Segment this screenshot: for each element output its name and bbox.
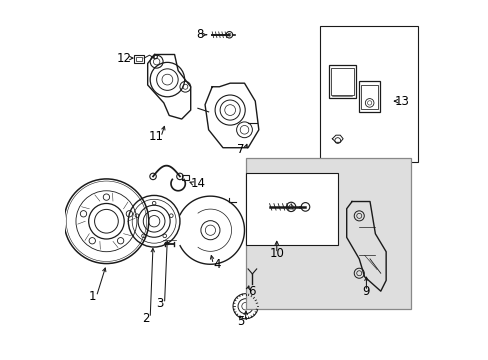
Text: 13: 13 [394,95,409,108]
Text: 4: 4 [213,258,221,271]
Bar [246,158,410,309]
Text: 3: 3 [156,297,163,310]
Bar [360,85,378,109]
Text: 14: 14 [190,177,205,190]
Bar [330,68,353,95]
Bar [319,26,418,162]
Text: 11: 11 [149,130,164,144]
Text: 10: 10 [269,247,284,260]
Bar [182,175,188,180]
Text: 5: 5 [237,315,244,328]
Text: 8: 8 [196,28,203,41]
Bar [359,81,379,112]
Text: 9: 9 [362,285,369,298]
Text: 12: 12 [117,51,132,64]
Bar [328,65,355,98]
Text: 2: 2 [142,311,149,325]
Bar [136,57,142,61]
Text: 7: 7 [237,143,244,156]
Text: 1: 1 [88,290,96,303]
Text: 6: 6 [247,285,255,298]
Bar [246,173,337,244]
Bar [134,55,144,63]
